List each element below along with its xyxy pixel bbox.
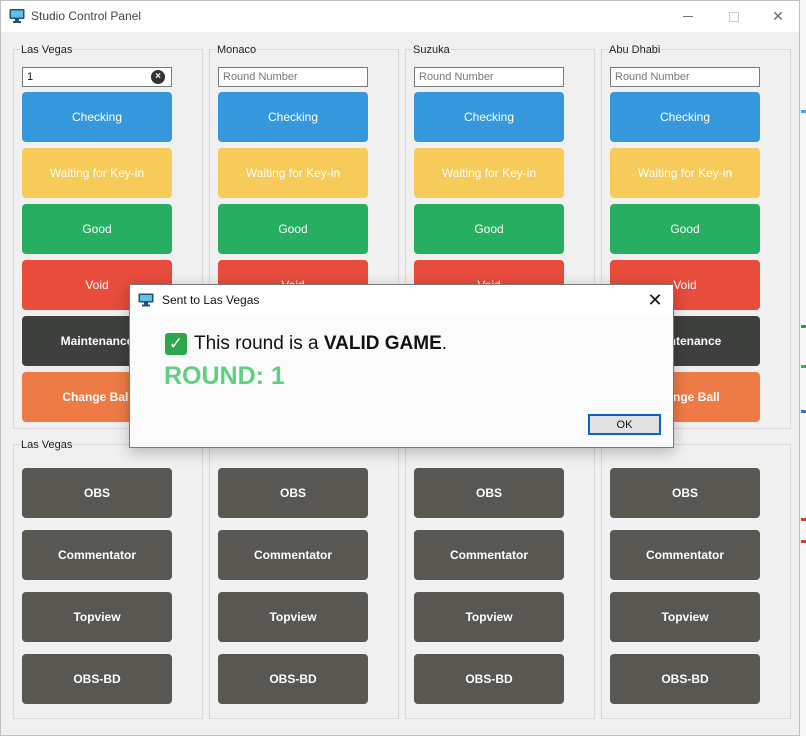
dialog-message: This round is a VALID GAME. [194,333,447,355]
good-button[interactable]: Good [218,204,368,254]
window-titlebar: Studio Control Panel ✕ [1,1,799,32]
close-icon: ✕ [772,8,784,24]
topview-button[interactable]: Topview [22,592,172,642]
obs-bd-button[interactable]: OBS-BD [218,654,368,704]
dialog-titlebar: Sent to Las Vegas ✕ [130,285,673,315]
check-mark-icon: ✓ [165,333,187,355]
commentator-button[interactable]: Commentator [610,530,760,580]
waiting-for-key-in-button[interactable]: Waiting for Key-in [22,148,172,198]
waiting-for-key-in-button[interactable]: Waiting for Key-in [218,148,368,198]
checking-button[interactable]: Checking [414,92,564,142]
obs-button[interactable]: OBS [218,468,368,518]
monitor-icon [138,293,154,307]
studio-name: Monaco [216,44,258,56]
round-number-text: ROUND: 1 [164,362,285,390]
background-mark [801,410,806,413]
close-button[interactable]: ✕ [755,1,801,32]
studio-name: Las Vegas [20,439,74,451]
camera-group-abu-dhabi: Abu Dhabi OBS Commentator Topview OBS-BD [601,439,791,719]
background-mark [801,540,806,543]
good-button[interactable]: Good [414,204,564,254]
studio-name: Suzuka [412,44,451,56]
waiting-for-key-in-button[interactable]: Waiting for Key-in [414,148,564,198]
commentator-button[interactable]: Commentator [22,530,172,580]
obs-button[interactable]: OBS [414,468,564,518]
message-suffix: . [441,333,448,354]
window-title: Studio Control Panel [31,9,142,23]
topview-button[interactable]: Topview [610,592,760,642]
obs-bd-button[interactable]: OBS-BD [610,654,760,704]
sent-dialog: Sent to Las Vegas ✕ ✓ This round is a VA… [129,284,674,448]
ok-button[interactable]: OK [588,414,661,435]
checking-button[interactable]: Checking [610,92,760,142]
commentator-button[interactable]: Commentator [414,530,564,580]
obs-bd-button[interactable]: OBS-BD [414,654,564,704]
minimize-button[interactable] [665,1,711,32]
commentator-button[interactable]: Commentator [218,530,368,580]
checking-button[interactable]: Checking [22,92,172,142]
clear-circle-x-icon[interactable]: × [151,70,165,84]
checking-button[interactable]: Checking [218,92,368,142]
studio-name: Abu Dhabi [608,44,662,56]
round-number-input[interactable] [22,67,172,87]
studio-name: Las Vegas [20,44,74,56]
camera-group-monaco: Monaco OBS Commentator Topview OBS-BD [209,439,399,719]
round-number-input[interactable] [218,67,368,87]
topview-button[interactable]: Topview [414,592,564,642]
topview-button[interactable]: Topview [218,592,368,642]
round-number-input[interactable] [414,67,564,87]
dialog-close-icon[interactable]: ✕ [647,290,663,310]
obs-button[interactable]: OBS [610,468,760,518]
camera-group-suzuka: Suzuka OBS Commentator Topview OBS-BD [405,439,595,719]
obs-button[interactable]: OBS [22,468,172,518]
background-mark [801,110,806,113]
maximize-icon [729,11,739,22]
camera-group-las-vegas: Las Vegas OBS Commentator Topview OBS-BD [13,439,203,719]
background-mark [801,518,806,521]
round-number-input[interactable] [610,67,760,87]
message-strong: VALID GAME [323,333,442,354]
background-window-edge [800,0,806,736]
waiting-for-key-in-button[interactable]: Waiting for Key-in [610,148,760,198]
monitor-icon [9,9,25,23]
message-prefix: This round is a [194,333,324,354]
maximize-button[interactable] [711,1,757,32]
dialog-title: Sent to Las Vegas [162,293,260,307]
background-mark [801,325,806,328]
minimize-icon [683,16,693,17]
dialog-body: ✓ This round is a VALID GAME. ROUND: 1 O… [130,315,673,447]
background-mark [801,365,806,368]
obs-bd-button[interactable]: OBS-BD [22,654,172,704]
good-button[interactable]: Good [610,204,760,254]
good-button[interactable]: Good [22,204,172,254]
